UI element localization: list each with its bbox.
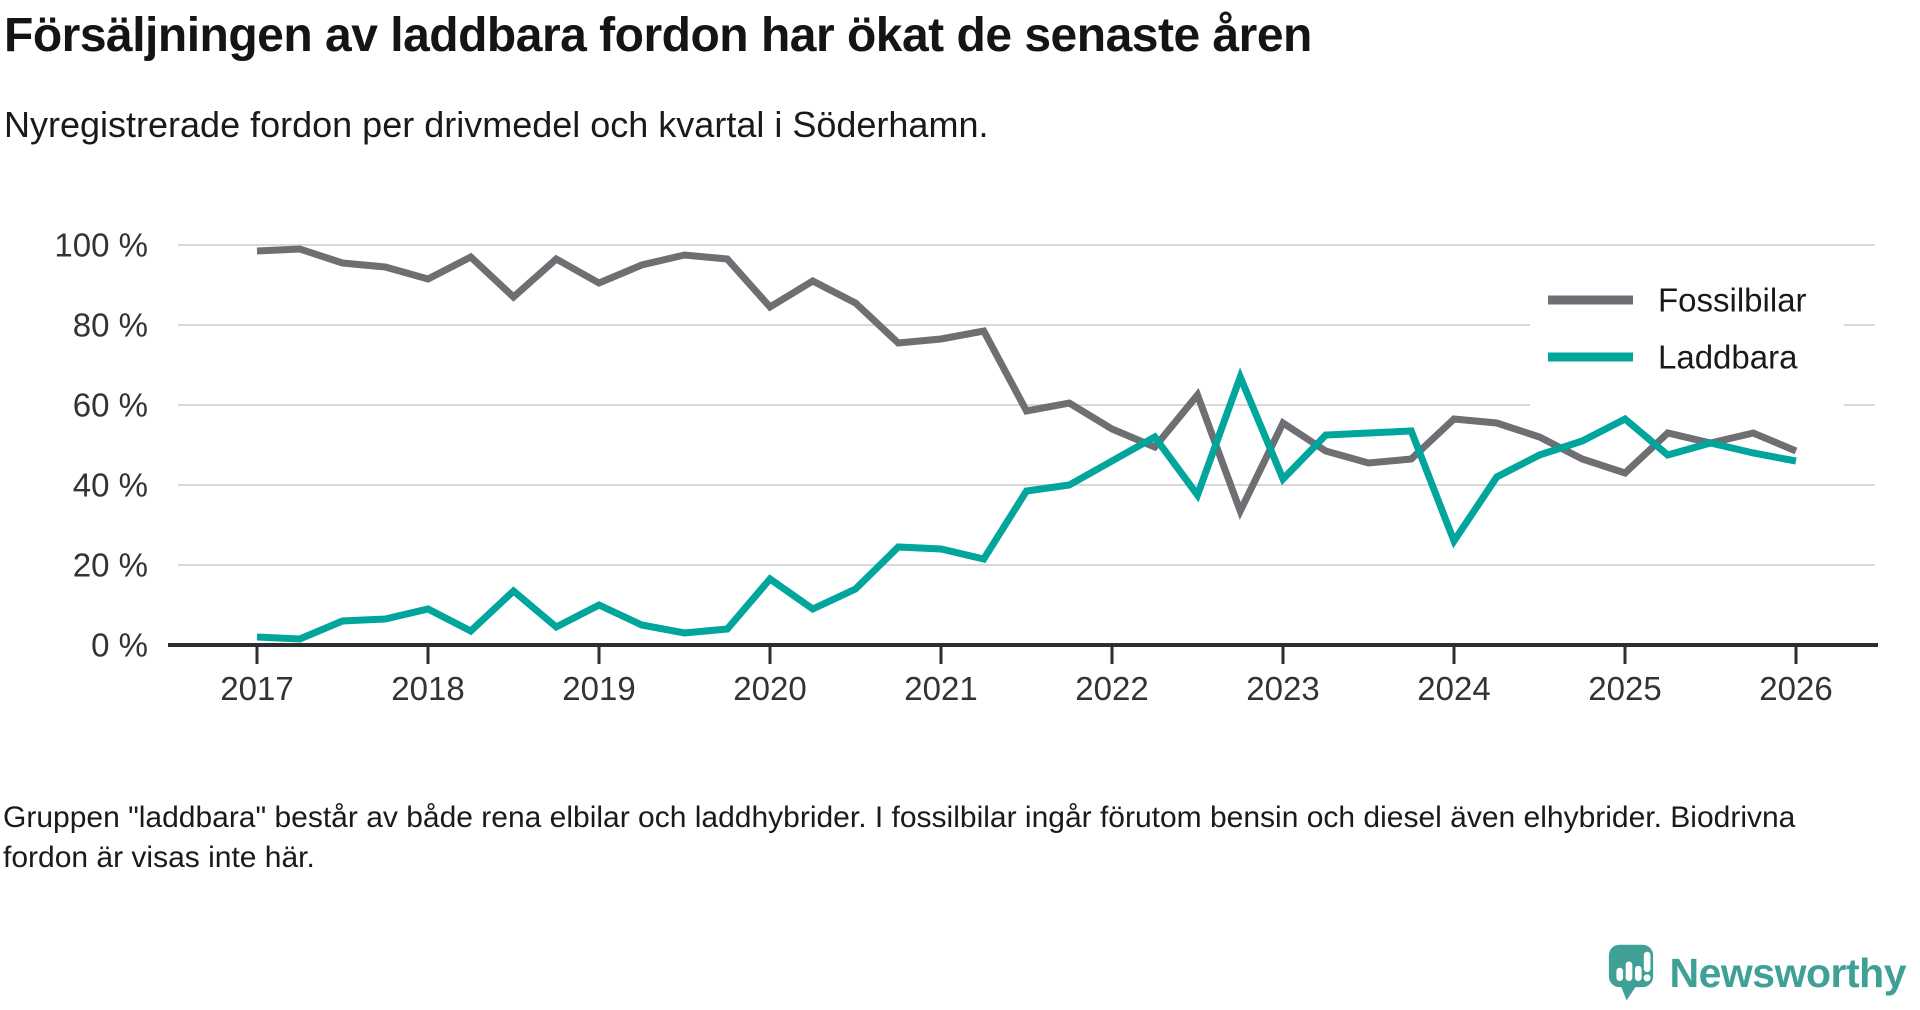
y-tick-label: 60 % — [73, 387, 148, 424]
y-tick-label: 40 % — [73, 467, 148, 504]
exclamation-bar-icon — [1643, 951, 1650, 973]
y-axis-labels: 100 % 80 % 60 % 40 % 20 % 0 % — [54, 227, 148, 664]
y-tick-label: 100 % — [54, 227, 148, 264]
newsworthy-logo: Newsworthy — [1608, 942, 1907, 1004]
newsworthy-logo-icon — [1608, 944, 1653, 1001]
x-tick-label: 2023 — [1246, 670, 1319, 707]
x-tick-label: 2020 — [733, 670, 806, 707]
data-series-lines — [256, 245, 1798, 643]
chart-subtitle: Nyregistrerade fordon per drivmedel och … — [4, 104, 989, 145]
x-tick-label: 2022 — [1075, 670, 1148, 707]
x-tick-label: 2018 — [391, 670, 464, 707]
fossilbilar-line — [256, 245, 1798, 520]
x-tick-label: 2019 — [562, 670, 635, 707]
footnote: Gruppen "laddbara" består av både rena e… — [3, 801, 1796, 874]
x-tick-label: 2021 — [904, 670, 977, 707]
y-tick-label: 0 % — [91, 627, 148, 664]
page-title: Försäljningen av laddbara fordon har öka… — [4, 9, 1312, 62]
line-chart: 100 % 80 % 60 % 40 % 20 % 0 % 2017 2018 2019 202… — [54, 227, 1878, 707]
bar-tall-icon — [1625, 961, 1632, 981]
legend: Fossilbilar Laddbara — [1530, 252, 1844, 410]
legend-label-fossilbilar: Fossilbilar — [1658, 282, 1807, 319]
x-axis — [168, 643, 1878, 664]
y-tick-label: 80 % — [73, 307, 148, 344]
laddbara-line — [256, 367, 1797, 643]
x-axis-labels: 2017 2018 2019 2020 2021 2022 2023 2024 2025 2026 — [220, 670, 1832, 707]
x-tick-label: 2017 — [220, 670, 293, 707]
legend-label-laddbara: Laddbara — [1658, 339, 1798, 376]
y-tick-label: 20 % — [73, 547, 148, 584]
x-tick-label: 2025 — [1588, 670, 1661, 707]
speech-bubble-tail — [1619, 984, 1637, 1001]
x-tick-label: 2024 — [1417, 670, 1490, 707]
exclamation-dot-icon — [1643, 974, 1651, 982]
newsworthy-logo-text: Newsworthy — [1669, 949, 1907, 996]
x-tick-label: 2026 — [1759, 670, 1832, 707]
bar-small-icon — [1615, 967, 1623, 981]
bar-medium-icon — [1634, 965, 1642, 981]
